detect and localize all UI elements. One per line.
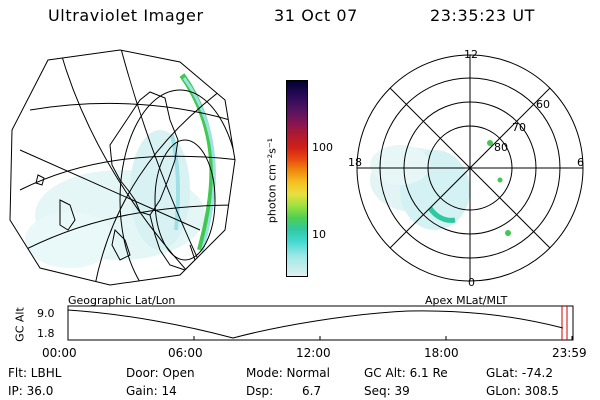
gain-label: Gain: 14 <box>126 384 177 398</box>
map-grid <box>14 50 235 285</box>
mlt-label-6: 6 <box>577 156 584 169</box>
mlt-label-12: 12 <box>464 48 478 61</box>
mlat-label-60: 60 <box>536 98 550 111</box>
time-tick-2359: 23:59 <box>552 346 587 360</box>
mlt-label-0: 0 <box>468 276 475 289</box>
dsp-value: 6.7 <box>302 384 322 398</box>
ip-label: IP: 36.0 <box>8 384 54 398</box>
time-tick-0000: 00:00 <box>42 346 77 360</box>
colorbar-tick-100: 100 <box>312 141 333 154</box>
date-label: 31 Oct 07 <box>274 6 358 25</box>
time-tick-1200: 12:00 <box>296 346 331 360</box>
polar-spokes <box>357 55 583 281</box>
time-tick-1800: 18:00 <box>424 346 459 360</box>
geographic-map <box>9 49 236 286</box>
dsp-label: Dsp: <box>246 384 274 398</box>
colorbar <box>286 80 308 277</box>
mlt-label-18: 18 <box>348 156 362 169</box>
polar-projection-label: Apex MLat/MLT <box>425 294 508 307</box>
altitude-tick-9: 9.0 <box>37 307 55 320</box>
colorbar-tick-10: 10 <box>312 228 326 241</box>
time-label: 23:35:23 UT <box>430 6 536 25</box>
altitude-tick-1-8: 1.8 <box>37 327 55 340</box>
seq-label: Seq: 39 <box>364 384 410 398</box>
door-label: Door: Open <box>126 366 195 380</box>
polar-aurora <box>370 145 470 230</box>
altitude-chart <box>67 305 574 341</box>
colorbar-unit-label: photon cm⁻²s⁻¹ <box>265 137 279 224</box>
filter-label: Flt: LBHL <box>8 366 62 380</box>
time-tick-0600: 06:00 <box>168 346 203 360</box>
mode-label: Mode: Normal <box>246 366 330 380</box>
altitude-curve <box>67 309 564 339</box>
glon-label: GLon: 308.5 <box>486 384 559 398</box>
instrument-title: Ultraviolet Imager <box>48 6 204 25</box>
map-projection-label: Geographic Lat/Lon <box>68 294 176 307</box>
polar-plot <box>356 54 584 282</box>
glat-label: GLat: -74.2 <box>486 366 553 380</box>
mlat-label-80: 80 <box>494 141 508 154</box>
gc-alt-label: GC Alt: 6.1 Re <box>364 366 448 380</box>
mlat-label-70: 70 <box>512 121 526 134</box>
altitude-axis-title: GC Alt <box>13 307 27 342</box>
